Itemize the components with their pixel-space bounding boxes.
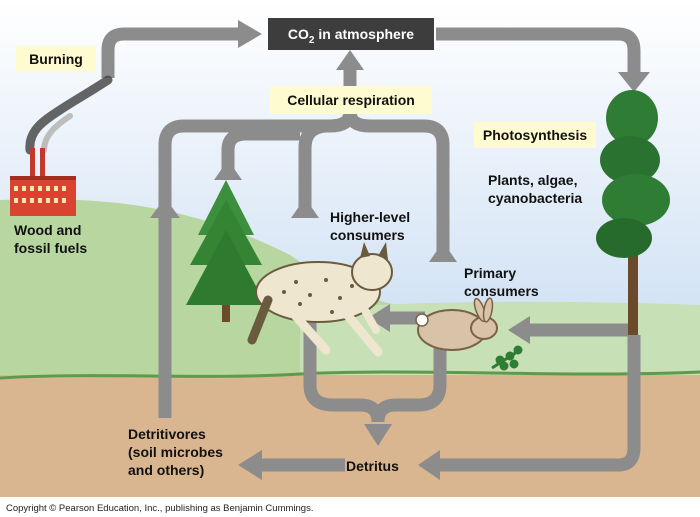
lynx-icon	[247, 242, 393, 357]
arrow-burning-to-co2	[101, 27, 240, 78]
arrowhead-tree	[618, 72, 650, 92]
smoke	[25, 75, 113, 155]
footer-band	[0, 497, 700, 517]
arrow-lefttree-respiration	[221, 127, 300, 176]
flow-arrows	[101, 27, 641, 472]
detritus-label: Detritus	[346, 458, 399, 474]
arrowhead-lefttree-up	[214, 160, 242, 180]
ground-background	[0, 375, 700, 497]
arrow-consumer-respiration	[298, 119, 327, 215]
arrowhead-detritivores	[238, 450, 262, 480]
arrow-right-respiration-loop	[343, 111, 450, 260]
arrowhead-detritus-down	[364, 424, 392, 446]
higher-consumers-label-2: consumers	[330, 227, 405, 243]
burning-label: Burning	[29, 51, 83, 67]
arrow-primary-to-detritus	[371, 330, 447, 423]
burning-box: Burning	[16, 46, 96, 72]
arrowhead-detritivores-up	[150, 198, 180, 218]
higher-consumers-label-1: Higher-level	[330, 209, 410, 225]
producers-label-2: cyanobacteria	[488, 190, 582, 206]
copyright-text: Copyright © Pearson Education, Inc., pub…	[6, 503, 313, 514]
arrow-tree-to-detritus	[440, 335, 641, 472]
respiration-box: Cellular respiration	[270, 86, 432, 114]
tall-tree-icon	[596, 90, 670, 335]
detritivores-label-3: and others)	[128, 462, 204, 478]
arrow-co2-to-tree	[436, 27, 641, 72]
photosynthesis-label: Photosynthesis	[483, 127, 587, 143]
plant-sprig-icon	[491, 345, 523, 371]
arrowhead-consumer-up	[291, 198, 319, 218]
arrowhead-co2-left	[238, 20, 262, 48]
co2-label: CO2 in atmosphere	[288, 26, 414, 46]
factory-icon	[10, 75, 113, 216]
fuels-label-2: fossil fuels	[14, 240, 87, 256]
primary-consumers-label-2: consumers	[464, 283, 539, 299]
rabbit-icon	[415, 297, 498, 351]
arrowhead-primary-up	[429, 242, 457, 262]
smoke-light	[41, 113, 73, 153]
detritivores-label-2: (soil microbes	[128, 444, 223, 460]
primary-consumers-label-1: Primary	[464, 265, 516, 281]
small-tree-icon	[186, 180, 266, 322]
producers-label-1: Plants, algae,	[488, 172, 577, 188]
arrowhead-higher	[368, 304, 390, 332]
arrowhead-primary	[508, 316, 530, 344]
arrow-heads	[150, 20, 650, 480]
arrowhead-detritus	[418, 450, 440, 480]
respiration-label: Cellular respiration	[287, 92, 415, 108]
detritivores-label-1: Detritivores	[128, 426, 206, 442]
photosynthesis-box: Photosynthesis	[474, 122, 596, 148]
fuels-label-1: Wood and	[14, 222, 81, 238]
arrowhead-co2-up	[336, 50, 364, 70]
co2-atmosphere-box: CO2 in atmosphere	[268, 18, 434, 50]
